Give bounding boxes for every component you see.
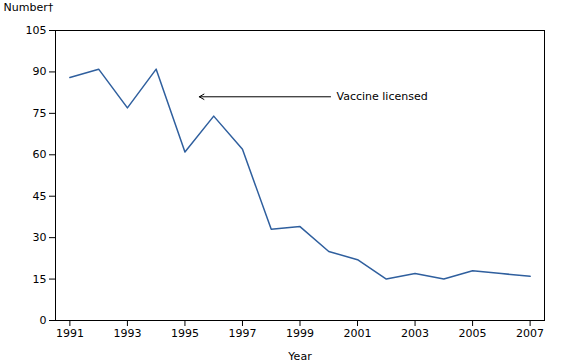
svg-text:90: 90 [33, 65, 47, 78]
svg-text:1993: 1993 [113, 327, 141, 340]
svg-text:60: 60 [33, 148, 47, 161]
svg-text:2001: 2001 [344, 327, 372, 340]
svg-text:15: 15 [33, 273, 47, 286]
svg-text:30: 30 [33, 231, 47, 244]
svg-text:1999: 1999 [286, 327, 314, 340]
svg-text:45: 45 [33, 190, 47, 203]
svg-text:2003: 2003 [401, 327, 429, 340]
svg-text:1995: 1995 [171, 327, 199, 340]
svg-text:1997: 1997 [228, 327, 256, 340]
svg-text:Number†: Number† [4, 1, 54, 14]
svg-text:Vaccine licensed: Vaccine licensed [337, 90, 428, 103]
svg-text:2007: 2007 [516, 327, 544, 340]
svg-text:0: 0 [40, 314, 47, 327]
svg-text:Year: Year [287, 350, 312, 362]
svg-text:105: 105 [26, 24, 47, 37]
svg-text:75: 75 [33, 107, 47, 120]
svg-text:1991: 1991 [56, 327, 84, 340]
svg-text:2005: 2005 [459, 327, 487, 340]
